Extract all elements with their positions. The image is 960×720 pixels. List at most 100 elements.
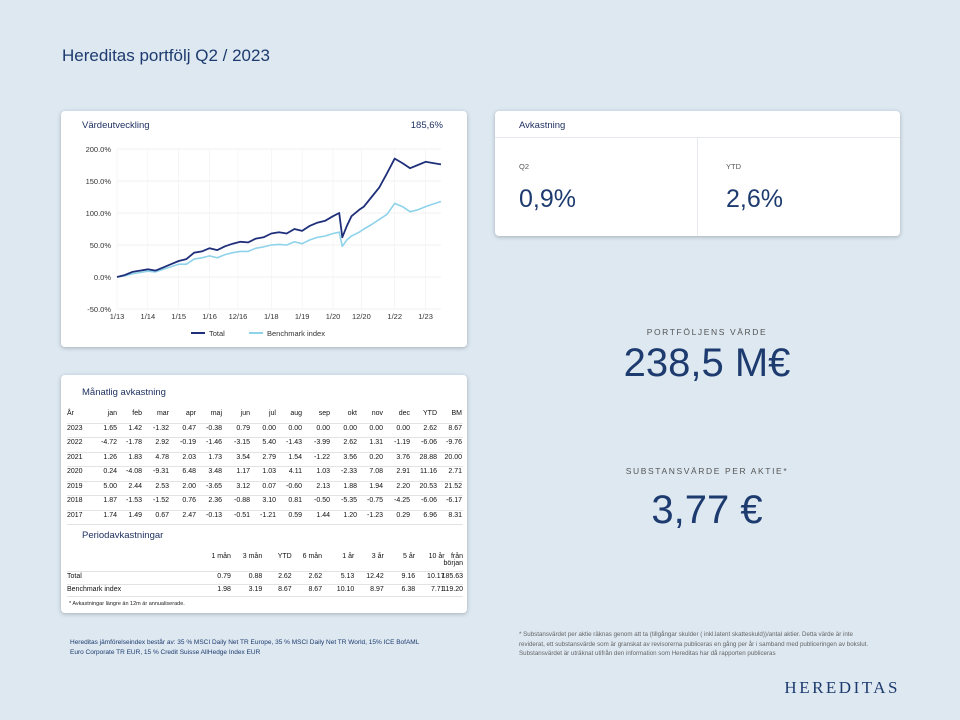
table-cell: -1.53 <box>126 497 142 504</box>
table-cell: 3.10 <box>262 497 276 504</box>
table-cell: 0.47 <box>182 424 196 432</box>
table-row: Benchmark index 1.98 3.19 8.67 8.67 10.10 8.97… <box>67 584 463 597</box>
table-cell: 20.53 <box>419 482 437 490</box>
table-cell: -0.19 <box>180 439 196 446</box>
table-cell: -0.60 <box>286 482 302 490</box>
table-cell: -6.06 <box>421 497 437 504</box>
table-cell: 1.74 <box>103 511 117 519</box>
table-cell: 2.79 <box>262 453 276 461</box>
table-cell: 2.44 <box>128 482 142 490</box>
table-cell: 1.94 <box>369 482 383 490</box>
table-cell: 2.91 <box>396 468 410 475</box>
table-cell: 2.62 <box>423 424 437 432</box>
table-cell: 1.26 <box>103 453 117 461</box>
returns-card: Avkastning Q2 0,9% YTD 2,6% <box>495 111 900 236</box>
table-cell: 3.54 <box>236 453 250 461</box>
table-cell: nov <box>371 410 383 417</box>
table-cell: -1.78 <box>126 439 142 446</box>
table-cell: 9.16 <box>401 573 416 580</box>
table-cell: -1.22 <box>314 453 330 461</box>
table-cell: 2.62 <box>308 573 323 580</box>
value-development-card: Värdeutveckling 185,6% -50.0% 0.0% 50.0% 10… <box>61 111 467 347</box>
return-ytd-value: 2,6% <box>726 185 783 213</box>
page-title: Hereditas portfölj Q2 / 2023 <box>62 46 270 65</box>
table-header-row: År jan feb mar apr maj jun jul aug sep okt nov dec YT… <box>67 408 463 424</box>
table-cell: 8.67 <box>278 585 292 593</box>
table-cell: 2.03 <box>182 453 196 461</box>
table-cell: 1.87 <box>103 497 117 504</box>
table-cell: 0.00 <box>369 424 383 432</box>
table-cell: 0.00 <box>316 424 330 432</box>
y-tick-label: 150.0% <box>86 177 112 186</box>
table-cell: -9.76 <box>446 439 462 446</box>
table-cell: 1.03 <box>262 468 276 475</box>
table-cell: 1.88 <box>343 482 357 490</box>
table-cell: -3.65 <box>206 482 222 490</box>
table-cell: 12.42 <box>366 573 384 580</box>
table-cell: 185.63 <box>441 573 463 580</box>
table-cell: 1.44 <box>316 511 330 519</box>
monthly-table-title: Månatlig avkastning <box>82 387 166 398</box>
x-tick-label: 1/22 <box>387 312 402 321</box>
table-cell: 10.10 <box>336 585 355 593</box>
table-cell: 6.96 <box>423 511 437 519</box>
table-cell: Benchmark index <box>67 585 122 593</box>
table-cell: 2019 <box>67 482 83 490</box>
nav-per-share-label: SUBSTANSVÄRDE PER AKTIE* <box>625 466 789 476</box>
table-cell: 0.76 <box>182 497 196 504</box>
table-cell: -5.35 <box>341 497 357 504</box>
table-cell: 2.62 <box>278 573 292 580</box>
hereditas-logo: HEREDITAS <box>784 678 900 697</box>
y-tick-label: 0.0% <box>94 273 111 282</box>
table-cell: 0.00 <box>288 424 302 432</box>
table-cell: 6.38 <box>401 585 416 593</box>
y-tick-label: 200.0% <box>86 145 112 154</box>
table-cell: -1.52 <box>153 497 169 504</box>
table-cell: 119.20 <box>442 585 463 593</box>
table-cell: 2018 <box>67 497 83 504</box>
table-cell: -1.43 <box>286 439 302 446</box>
table-cell: 1.49 <box>128 511 142 519</box>
table-header-row: 1 mån 3 mån YTD 6 mån 1 år 3 år 5 år 10 år från … <box>67 551 463 572</box>
monthly-returns-table: År jan feb mar apr maj jun jul aug sep okt nov dec YT… <box>67 408 463 525</box>
table-row: 2018 1.87 -1.53 -1.52 0.76 2.36 -0.88 3.10 0.81 -… <box>67 495 463 511</box>
table-cell: 1.31 <box>369 439 383 446</box>
table-row: Total 0.79 0.88 2.62 2.62 5.13 12.42 9.16 10.17 1… <box>67 571 463 585</box>
table-cell: 3.19 <box>248 585 263 593</box>
x-tick-label: 1/15 <box>171 312 186 321</box>
table-cell: -1.32 <box>153 424 169 432</box>
period-table-note: * Avkastningar längre än 12m är annualis… <box>69 601 185 607</box>
portfolio-value-label: PORTFÖLJENS VÄRDE <box>646 327 768 337</box>
table-cell: mar <box>156 410 169 417</box>
table-cell: -6.17 <box>446 497 462 504</box>
table-cell: 1.98 <box>217 585 231 593</box>
table-cell: 2.53 <box>155 482 169 490</box>
table-cell: 7.71 <box>430 585 445 593</box>
table-cell: 1.03 <box>316 468 330 475</box>
table-cell: -0.75 <box>367 497 383 504</box>
table-cell: 0.81 <box>288 497 302 504</box>
table-cell: 5 år <box>403 553 416 560</box>
table-cell: 0.00 <box>343 424 357 432</box>
table-cell: -1.23 <box>367 511 383 519</box>
table-cell: okt <box>347 410 357 417</box>
table-cell: 0.88 <box>248 573 263 580</box>
table-cell: 3 mån <box>242 553 263 560</box>
table-cell: 0.00 <box>396 424 410 432</box>
table-row: 2020 0.24 -4.08 -9.31 6.48 3.48 1.17 1.03 4.11 1.… <box>67 466 463 482</box>
benchmark-series-line <box>116 200 442 278</box>
table-cell: 1.54 <box>288 453 302 461</box>
table-cell: -0.51 <box>234 511 250 519</box>
x-tick-label: 1/20 <box>326 312 341 321</box>
table-cell: 2022 <box>67 439 83 446</box>
table-cell: År <box>67 410 74 417</box>
table-cell: 0.24 <box>103 468 117 475</box>
table-row: 2019 5.00 2.44 2.53 2.00 -3.65 3.12 0.07 -0.60 2.… <box>67 481 463 496</box>
table-cell: 8.31 <box>448 511 462 519</box>
table-cell: maj <box>210 410 222 417</box>
table-cell: 0.67 <box>155 511 169 519</box>
table-cell: 2.71 <box>448 468 462 475</box>
table-cell: 1.20 <box>343 511 357 519</box>
table-row: 2021 1.26 1.83 4.78 2.03 1.73 3.54 2.79 1.54 -1.2… <box>67 452 463 467</box>
legend-label: Benchmark index <box>267 329 325 338</box>
